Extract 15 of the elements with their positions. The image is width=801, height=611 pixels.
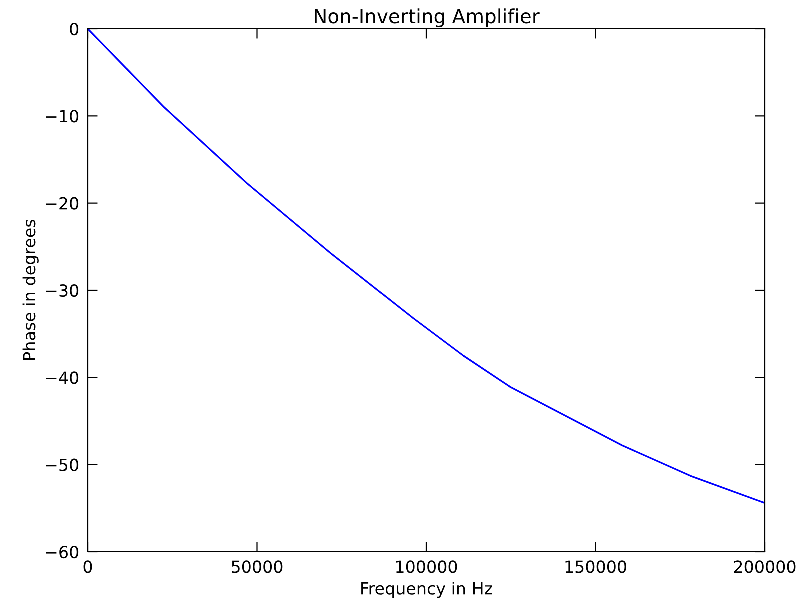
x-tick-label: 50000 xyxy=(232,560,283,574)
x-tick-label: 150000 xyxy=(566,560,626,574)
x-tick-label: 0 xyxy=(84,560,92,574)
y-tick-label: −10 xyxy=(46,110,79,123)
x-tick-label: 200000 xyxy=(734,560,796,574)
y-tick-label: −50 xyxy=(46,458,79,472)
y-tick-label: 0 xyxy=(70,22,79,36)
y-tick-label: −20 xyxy=(46,197,79,210)
y-axis-title: Phase in degrees xyxy=(22,220,39,360)
x-axis-title: Frequency in Hz xyxy=(362,582,492,598)
y-tick-label: −30 xyxy=(46,284,79,298)
y-tick-label: −60 xyxy=(46,546,79,559)
y-tick-label: −40 xyxy=(46,372,79,384)
chart-title: Non-Inverting Amplifier xyxy=(315,8,540,28)
x-tick-label: 100000 xyxy=(396,560,458,574)
